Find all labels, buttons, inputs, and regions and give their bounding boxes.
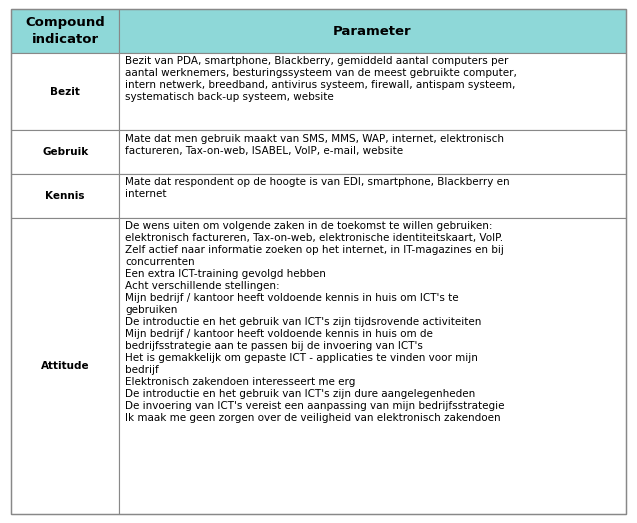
Text: Compound
indicator: Compound indicator (25, 16, 105, 46)
Text: Attitude: Attitude (41, 361, 90, 371)
Bar (11, 174, 119, 218)
Text: Bezit van PDA, smartphone, Blackberry, gemiddeld aantal computers per
aantal wer: Bezit van PDA, smartphone, Blackberry, g… (125, 56, 517, 103)
Text: Gebruik: Gebruik (42, 147, 89, 157)
Bar (11, 53, 119, 130)
Bar (11, 9, 119, 53)
Bar (119, 130, 626, 174)
Text: Kennis: Kennis (45, 191, 85, 201)
Bar (11, 130, 119, 174)
Text: Bezit: Bezit (50, 87, 80, 97)
Bar (119, 218, 626, 514)
Text: De wens uiten om volgende zaken in de toekomst te willen gebruiken:
elektronisch: De wens uiten om volgende zaken in de to… (125, 221, 505, 423)
Bar (119, 174, 626, 218)
Text: Parameter: Parameter (333, 25, 412, 38)
Text: Mate dat men gebruik maakt van SMS, MMS, WAP, internet, elektronisch
factureren,: Mate dat men gebruik maakt van SMS, MMS,… (125, 133, 505, 155)
Bar (119, 9, 626, 53)
Text: Mate dat respondent op de hoogte is van EDI, smartphone, Blackberry en
internet: Mate dat respondent op de hoogte is van … (125, 177, 510, 199)
Bar (119, 53, 626, 130)
Bar (11, 218, 119, 514)
